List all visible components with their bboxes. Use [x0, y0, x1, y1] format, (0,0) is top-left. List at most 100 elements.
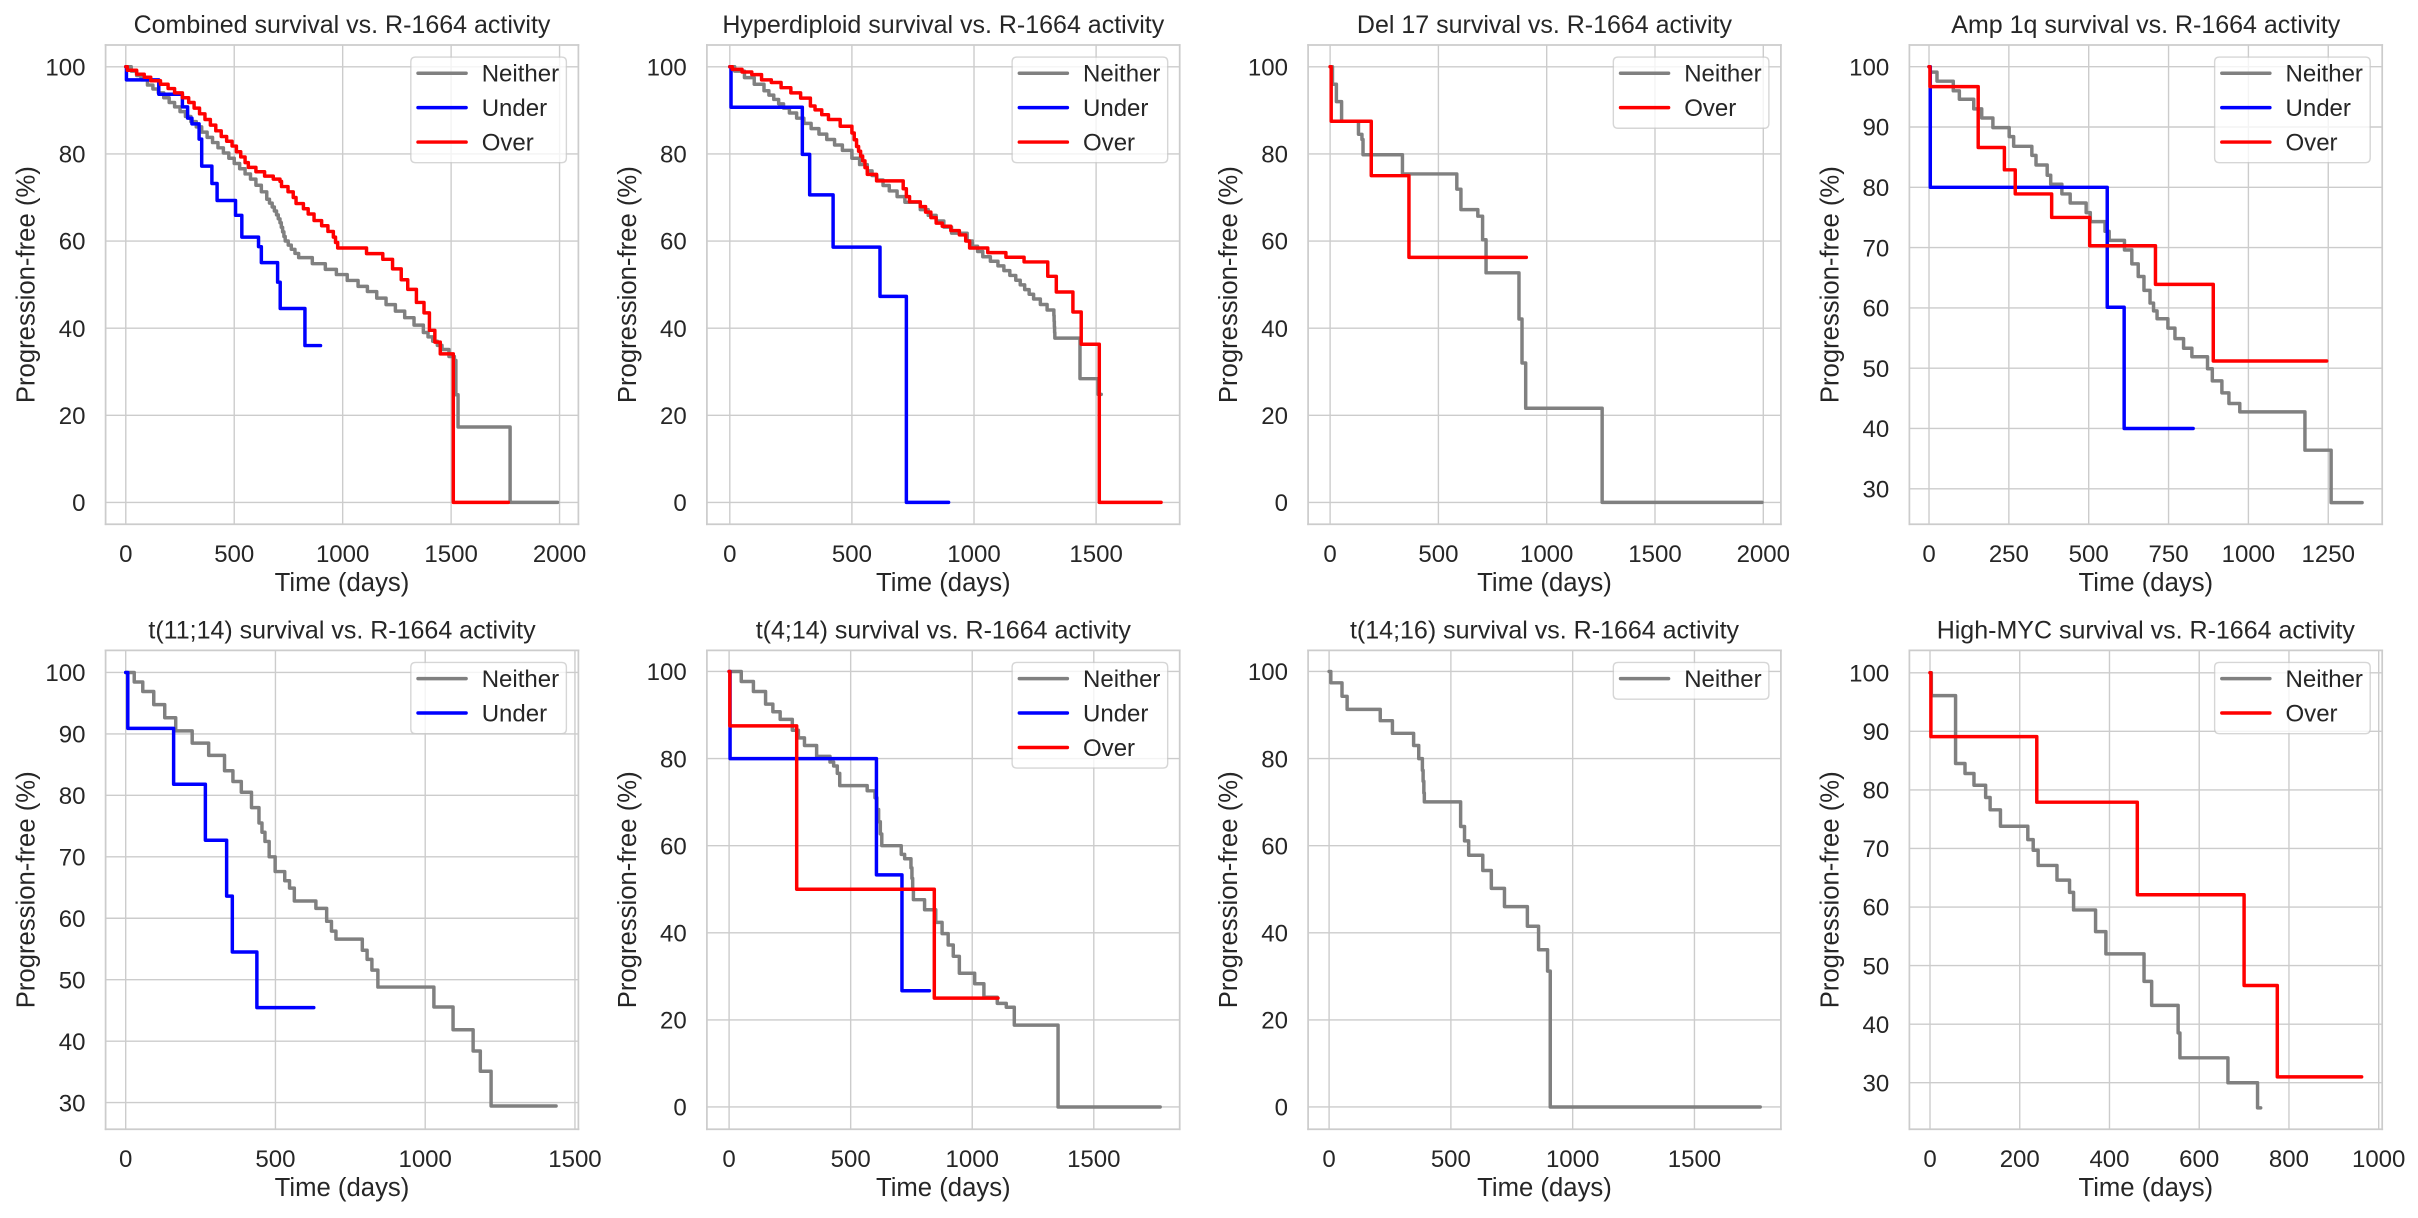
svg-text:50: 50: [1863, 953, 1890, 980]
svg-text:40: 40: [660, 920, 687, 947]
svg-text:2000: 2000: [1737, 541, 1790, 568]
svg-text:1500: 1500: [1069, 541, 1122, 568]
svg-text:50: 50: [1863, 356, 1890, 383]
svg-text:1000: 1000: [316, 541, 369, 568]
svg-text:20: 20: [660, 403, 687, 430]
svg-text:80: 80: [59, 783, 86, 810]
svg-text:Del 17 survival vs. R-1664 act: Del 17 survival vs. R-1664 activity: [1357, 11, 1733, 39]
svg-text:1000: 1000: [946, 1146, 999, 1173]
svg-text:20: 20: [59, 403, 86, 430]
svg-text:500: 500: [214, 541, 254, 568]
svg-text:0: 0: [673, 1095, 686, 1122]
svg-text:0: 0: [1323, 541, 1336, 568]
svg-text:Time (days): Time (days): [876, 569, 1011, 597]
svg-text:Hyperdiploid survival vs. R-16: Hyperdiploid survival vs. R-1664 activit…: [722, 11, 1164, 39]
svg-text:750: 750: [2149, 541, 2189, 568]
svg-text:100: 100: [1849, 54, 1889, 81]
svg-text:40: 40: [660, 316, 687, 343]
svg-text:1500: 1500: [1067, 1146, 1120, 1173]
svg-text:1000: 1000: [2352, 1146, 2405, 1173]
svg-text:70: 70: [1863, 235, 1890, 262]
svg-text:0: 0: [119, 1146, 132, 1173]
svg-text:500: 500: [2069, 541, 2109, 568]
svg-text:60: 60: [59, 906, 86, 933]
svg-text:40: 40: [1261, 316, 1288, 343]
svg-text:Progression-free (%): Progression-free (%): [1816, 166, 1844, 403]
svg-text:1500: 1500: [548, 1146, 601, 1173]
svg-text:0: 0: [673, 490, 686, 517]
svg-text:600: 600: [2179, 1146, 2219, 1173]
svg-text:60: 60: [1261, 229, 1288, 256]
svg-text:1000: 1000: [947, 541, 1000, 568]
svg-text:500: 500: [1431, 1146, 1471, 1173]
svg-text:1500: 1500: [1668, 1146, 1721, 1173]
svg-text:80: 80: [660, 142, 687, 169]
svg-text:80: 80: [1863, 778, 1890, 805]
svg-text:30: 30: [59, 1090, 86, 1117]
svg-text:100: 100: [1849, 660, 1889, 687]
svg-text:250: 250: [1989, 541, 2029, 568]
svg-text:Over: Over: [2286, 700, 2338, 727]
svg-text:Over: Over: [1083, 129, 1135, 156]
svg-text:80: 80: [1261, 746, 1288, 773]
svg-text:0: 0: [722, 1146, 735, 1173]
svg-text:Neither: Neither: [482, 61, 559, 88]
svg-text:t(11;14) survival vs. R-1664 a: t(11;14) survival vs. R-1664 activity: [148, 617, 536, 645]
svg-text:200: 200: [2000, 1146, 2040, 1173]
svg-text:Time (days): Time (days): [876, 1174, 1011, 1202]
svg-text:1500: 1500: [1628, 541, 1681, 568]
svg-text:500: 500: [255, 1146, 295, 1173]
svg-text:20: 20: [1261, 403, 1288, 430]
svg-text:Over: Over: [2286, 129, 2338, 156]
svg-text:1250: 1250: [2302, 541, 2355, 568]
svg-text:Time (days): Time (days): [2078, 569, 2213, 597]
svg-text:1000: 1000: [2222, 541, 2275, 568]
svg-text:0: 0: [1275, 1095, 1288, 1122]
svg-text:Over: Over: [1684, 95, 1736, 122]
svg-text:Progression-free (%): Progression-free (%): [1215, 771, 1243, 1008]
svg-text:Under: Under: [1083, 700, 1148, 727]
svg-text:0: 0: [72, 490, 85, 517]
svg-text:40: 40: [59, 316, 86, 343]
svg-text:Progression-free (%): Progression-free (%): [12, 771, 40, 1008]
svg-text:1500: 1500: [424, 541, 477, 568]
svg-text:40: 40: [59, 1029, 86, 1056]
svg-text:Progression-free (%): Progression-free (%): [1816, 771, 1844, 1008]
svg-text:Time (days): Time (days): [1477, 569, 1612, 597]
svg-text:t(4;14) survival vs. R-1664 ac: t(4;14) survival vs. R-1664 activity: [756, 617, 1132, 645]
svg-text:40: 40: [1261, 920, 1288, 947]
svg-text:Progression-free (%): Progression-free (%): [614, 771, 642, 1008]
svg-text:20: 20: [660, 1008, 687, 1035]
svg-text:100: 100: [647, 659, 687, 686]
svg-text:Under: Under: [2286, 95, 2351, 122]
svg-text:Time (days): Time (days): [1477, 1174, 1612, 1202]
svg-text:Amp 1q survival vs. R-1664 act: Amp 1q survival vs. R-1664 activity: [1951, 11, 2341, 39]
svg-text:High-MYC survival vs. R-1664 a: High-MYC survival vs. R-1664 activity: [1937, 617, 2356, 645]
svg-text:Neither: Neither: [2286, 61, 2363, 88]
svg-text:70: 70: [59, 845, 86, 872]
svg-text:60: 60: [660, 833, 687, 860]
svg-text:1000: 1000: [1546, 1146, 1599, 1173]
svg-text:500: 500: [832, 541, 872, 568]
svg-text:80: 80: [59, 142, 86, 169]
svg-text:70: 70: [1863, 836, 1890, 863]
svg-text:Neither: Neither: [2286, 666, 2363, 693]
svg-text:60: 60: [1863, 895, 1890, 922]
svg-text:50: 50: [59, 967, 86, 994]
svg-text:100: 100: [647, 54, 687, 81]
svg-text:0: 0: [1322, 1146, 1335, 1173]
svg-text:30: 30: [1863, 476, 1890, 503]
svg-text:90: 90: [1863, 115, 1890, 142]
svg-text:20: 20: [1261, 1008, 1288, 1035]
svg-text:60: 60: [59, 229, 86, 256]
svg-text:Combined survival vs. R-1664 a: Combined survival vs. R-1664 activity: [134, 11, 551, 39]
svg-text:60: 60: [1261, 833, 1288, 860]
svg-text:400: 400: [2089, 1146, 2129, 1173]
svg-text:Time (days): Time (days): [2078, 1174, 2213, 1202]
svg-text:Under: Under: [482, 700, 547, 727]
svg-text:500: 500: [1418, 541, 1458, 568]
svg-text:500: 500: [831, 1146, 871, 1173]
svg-text:Progression-free (%): Progression-free (%): [1215, 166, 1243, 403]
svg-text:30: 30: [1863, 1070, 1890, 1097]
svg-text:80: 80: [1261, 142, 1288, 169]
